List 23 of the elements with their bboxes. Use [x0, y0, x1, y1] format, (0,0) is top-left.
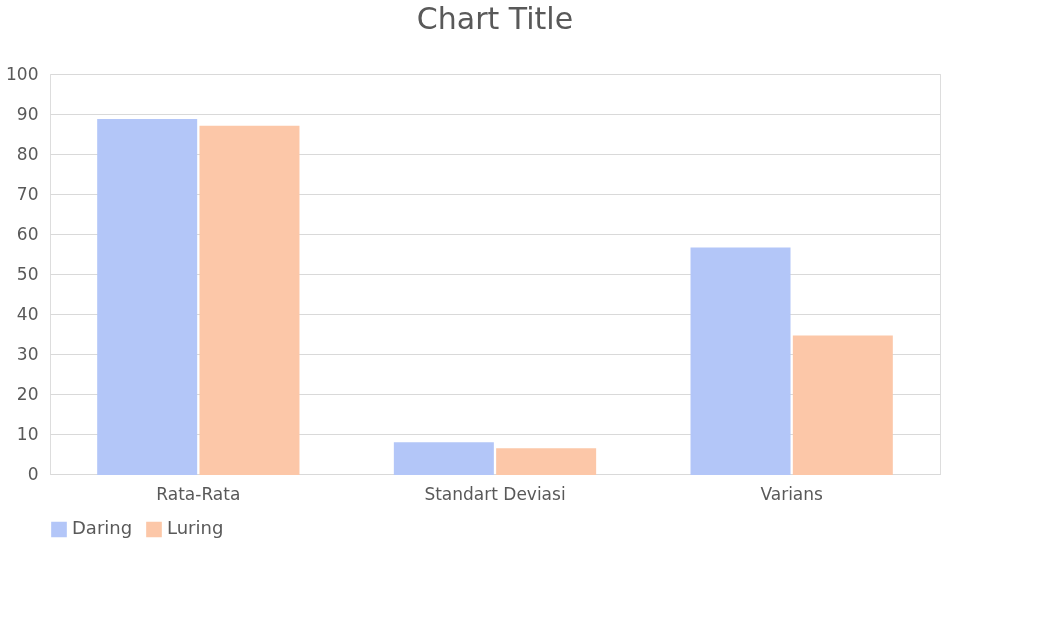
bar [199, 125, 300, 475]
y-tick-label: 100 [6, 63, 39, 84]
y-tick-label: 50 [16, 263, 39, 284]
x-tick-label: Standart Deviasi [424, 483, 566, 504]
x-tick-label: Rata-Rata [156, 483, 241, 504]
bar [393, 442, 494, 475]
chart-title: Chart Title [416, 1, 574, 36]
y-tick-label: 80 [16, 143, 39, 164]
y-tick-label: 10 [16, 423, 39, 444]
y-tick-label: 60 [16, 223, 39, 244]
y-tick-label: 30 [16, 343, 39, 364]
legend-label: Luring [167, 517, 224, 539]
y-tick-label: 20 [16, 383, 39, 404]
y-tick-label: 0 [27, 463, 39, 484]
bar [496, 448, 597, 475]
x-tick-label: Varians [760, 483, 824, 504]
y-tick-label: 90 [16, 103, 39, 124]
bar [792, 335, 893, 475]
bar [97, 119, 198, 475]
bar [690, 247, 791, 475]
legend-label: Daring [72, 517, 133, 539]
y-tick-label: 70 [16, 183, 39, 204]
y-tick-label: 40 [16, 303, 39, 324]
